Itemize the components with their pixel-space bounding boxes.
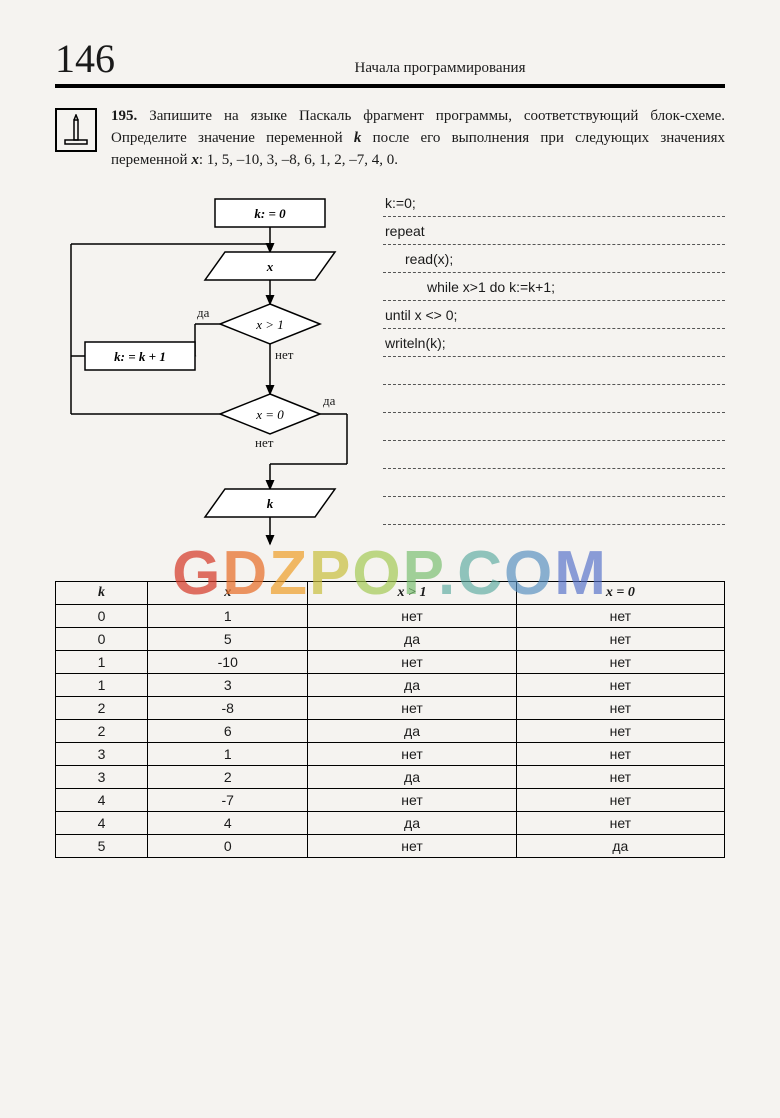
col-x: x (148, 582, 308, 605)
table-cell: 3 (148, 674, 308, 697)
table-row: 01нетнет (56, 605, 725, 628)
table-cell: да (308, 674, 516, 697)
flowchart: k: = 0 x x > 1 k (55, 189, 365, 559)
table-cell: да (308, 812, 516, 835)
flowchart-label-yes-2: да (323, 393, 335, 409)
table-cell: нет (516, 628, 724, 651)
svg-text:x > 1: x > 1 (255, 317, 284, 332)
table-cell: нет (308, 651, 516, 674)
pencil-icon (55, 108, 97, 152)
flowchart-label-yes-1: да (197, 305, 209, 321)
flowchart-label-no-2: нет (255, 435, 273, 451)
col-xgt1: x > 1 (308, 582, 516, 605)
table-cell: нет (516, 766, 724, 789)
table-cell: нет (308, 743, 516, 766)
svg-text:x: x (266, 259, 274, 274)
task-var-x: x (191, 152, 199, 168)
table-cell: 6 (148, 720, 308, 743)
table-cell: да (308, 720, 516, 743)
code-line (383, 357, 725, 385)
code-line (383, 413, 725, 441)
table-cell: 1 (148, 743, 308, 766)
table-cell: да (308, 766, 516, 789)
code-line (383, 497, 725, 525)
table-cell: нет (308, 789, 516, 812)
table-row: 4-7нетнет (56, 789, 725, 812)
table-cell: 4 (56, 789, 148, 812)
table-cell: да (516, 835, 724, 858)
flowchart-label-no-1: нет (275, 347, 293, 363)
col-xeq0: x = 0 (516, 582, 724, 605)
table-cell: 3 (56, 743, 148, 766)
table-row: 26данет (56, 720, 725, 743)
trace-table: k x x > 1 x = 0 01нетнет05данет1-10нетне… (55, 581, 725, 858)
table-cell: да (308, 628, 516, 651)
svg-text:k: k (267, 496, 274, 511)
table-cell: нет (308, 697, 516, 720)
table-cell: 1 (148, 605, 308, 628)
table-row: 31нетнет (56, 743, 725, 766)
table-cell: 1 (56, 651, 148, 674)
table-cell: -7 (148, 789, 308, 812)
table-cell: нет (516, 720, 724, 743)
table-row: 44данет (56, 812, 725, 835)
table-cell: 4 (56, 812, 148, 835)
table-cell: 2 (56, 697, 148, 720)
table-row: 1-10нетнет (56, 651, 725, 674)
table-cell: нет (308, 835, 516, 858)
table-cell: 4 (148, 812, 308, 835)
chapter-title: Начала программирования (155, 60, 725, 77)
table-cell: -8 (148, 697, 308, 720)
task-number: 195. (111, 108, 137, 124)
table-row: 50нетда (56, 835, 725, 858)
table-row: 05данет (56, 628, 725, 651)
table-cell: нет (516, 789, 724, 812)
table-cell: нет (516, 674, 724, 697)
code-line: k:=0; (383, 189, 725, 217)
code-line: repeat (383, 217, 725, 245)
table-cell: 0 (56, 628, 148, 651)
svg-text:k: = k + 1: k: = k + 1 (114, 349, 166, 364)
table-row: 13данет (56, 674, 725, 697)
table-cell: 0 (56, 605, 148, 628)
table-cell: 2 (56, 720, 148, 743)
code-line: read(x); (383, 245, 725, 273)
code-answer-area: k:=0; repeat read(x); while x>1 do k:=k+… (383, 189, 725, 559)
table-row: 2-8нетнет (56, 697, 725, 720)
table-cell: нет (516, 743, 724, 766)
code-line (383, 469, 725, 497)
code-line: while x>1 do k:=k+1; (383, 273, 725, 301)
table-cell: 1 (56, 674, 148, 697)
table-cell: 3 (56, 766, 148, 789)
table-cell: нет (308, 605, 516, 628)
code-line (383, 385, 725, 413)
task-block: 195. Запишите на языке Паскаль фрагмент … (55, 106, 725, 171)
page-header: 146 Начала программирования (55, 35, 725, 88)
table-cell: 0 (148, 835, 308, 858)
table-cell: нет (516, 812, 724, 835)
table-cell: нет (516, 651, 724, 674)
task-text: 195. Запишите на языке Паскаль фрагмент … (111, 106, 725, 171)
table-row: 32данет (56, 766, 725, 789)
table-cell: нет (516, 697, 724, 720)
svg-text:x = 0: x = 0 (255, 407, 284, 422)
code-line (383, 441, 725, 469)
code-line: until x <> 0; (383, 301, 725, 329)
table-cell: нет (516, 605, 724, 628)
svg-text:k: = 0: k: = 0 (254, 206, 286, 221)
task-text-part3: : 1, 5, –10, 3, –8, 6, 1, 2, –7, 4, 0. (199, 152, 398, 168)
page-number: 146 (55, 35, 115, 82)
table-cell: 2 (148, 766, 308, 789)
code-line: writeln(k); (383, 329, 725, 357)
table-cell: -10 (148, 651, 308, 674)
table-cell: 5 (148, 628, 308, 651)
col-k: k (56, 582, 148, 605)
table-cell: 5 (56, 835, 148, 858)
table-header-row: k x x > 1 x = 0 (56, 582, 725, 605)
